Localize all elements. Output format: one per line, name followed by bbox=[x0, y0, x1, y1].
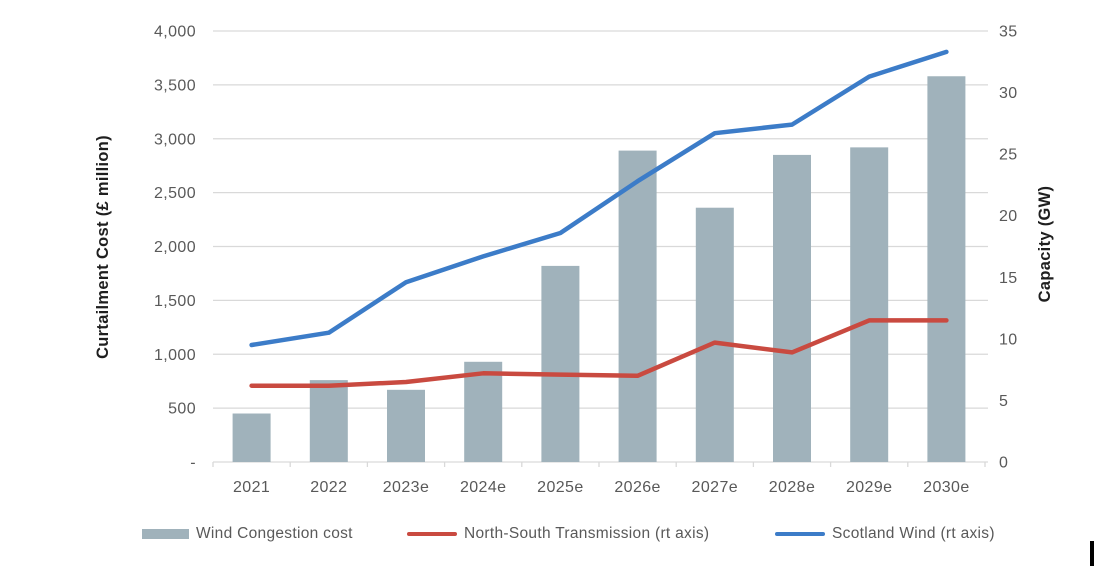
right-axis-tick-label: 25 bbox=[999, 147, 1018, 164]
right-axis-tick-label: 15 bbox=[999, 270, 1018, 287]
x-axis-category-label: 2029e bbox=[846, 479, 893, 496]
left-axis-tick-label: - bbox=[190, 455, 196, 472]
left-axis-title: Curtailment Cost (£ million) bbox=[94, 135, 112, 359]
bar-wind-congestion-cost bbox=[695, 207, 734, 462]
x-axis-category-label: 2022 bbox=[310, 479, 347, 496]
x-axis-category-label: 2023e bbox=[383, 479, 430, 496]
bar-wind-congestion-cost bbox=[773, 154, 811, 462]
right-axis-tick-label: 30 bbox=[999, 85, 1018, 102]
right-axis-tick-label: 5 bbox=[999, 393, 1008, 410]
x-axis-category-label: 2027e bbox=[692, 479, 739, 496]
left-axis-tick-label: 1,500 bbox=[154, 293, 196, 310]
left-axis-tick-label: 2,500 bbox=[154, 185, 196, 202]
bar-wind-congestion-cost bbox=[850, 147, 889, 462]
left-axis-tick-label: 2,000 bbox=[154, 239, 196, 256]
bar-wind-congestion-cost bbox=[309, 380, 348, 462]
bar-wind-congestion-cost bbox=[927, 76, 966, 462]
screen-corner-artifact bbox=[1090, 541, 1094, 566]
bar-wind-congestion-cost bbox=[232, 413, 271, 462]
x-axis-category-label: 2030e bbox=[923, 479, 970, 496]
right-axis-tick-label: 20 bbox=[999, 208, 1018, 225]
right-axis-title: Capacity (GW) bbox=[1036, 185, 1054, 303]
x-axis-category-label: 2026e bbox=[614, 479, 661, 496]
line-scotland-wind bbox=[249, 49, 949, 348]
left-axis-tick-label: 1,000 bbox=[154, 347, 196, 364]
left-axis-tick-label: 500 bbox=[168, 401, 196, 418]
right-axis-tick-label: 0 bbox=[999, 455, 1008, 472]
x-axis-category-label: 2028e bbox=[769, 479, 816, 496]
left-axis-tick-label: 3,000 bbox=[154, 131, 196, 148]
right-axis-tick-label: 10 bbox=[999, 331, 1018, 348]
bar-wind-congestion-cost bbox=[464, 361, 503, 462]
left-axis-tick-label: 4,000 bbox=[154, 24, 196, 41]
right-axis-tick-label: 35 bbox=[999, 24, 1018, 41]
left-axis-tick-label: 3,500 bbox=[154, 77, 196, 94]
x-axis-category-label: 2025e bbox=[537, 479, 584, 496]
bar-wind-congestion-cost bbox=[387, 389, 425, 462]
bar-wind-congestion-cost bbox=[618, 150, 657, 463]
x-axis-category-label: 2021 bbox=[233, 479, 270, 496]
line-north-south-transmission bbox=[249, 318, 949, 388]
x-axis-category-label: 2024e bbox=[460, 479, 507, 496]
bar-wind-congestion-cost bbox=[541, 265, 580, 462]
